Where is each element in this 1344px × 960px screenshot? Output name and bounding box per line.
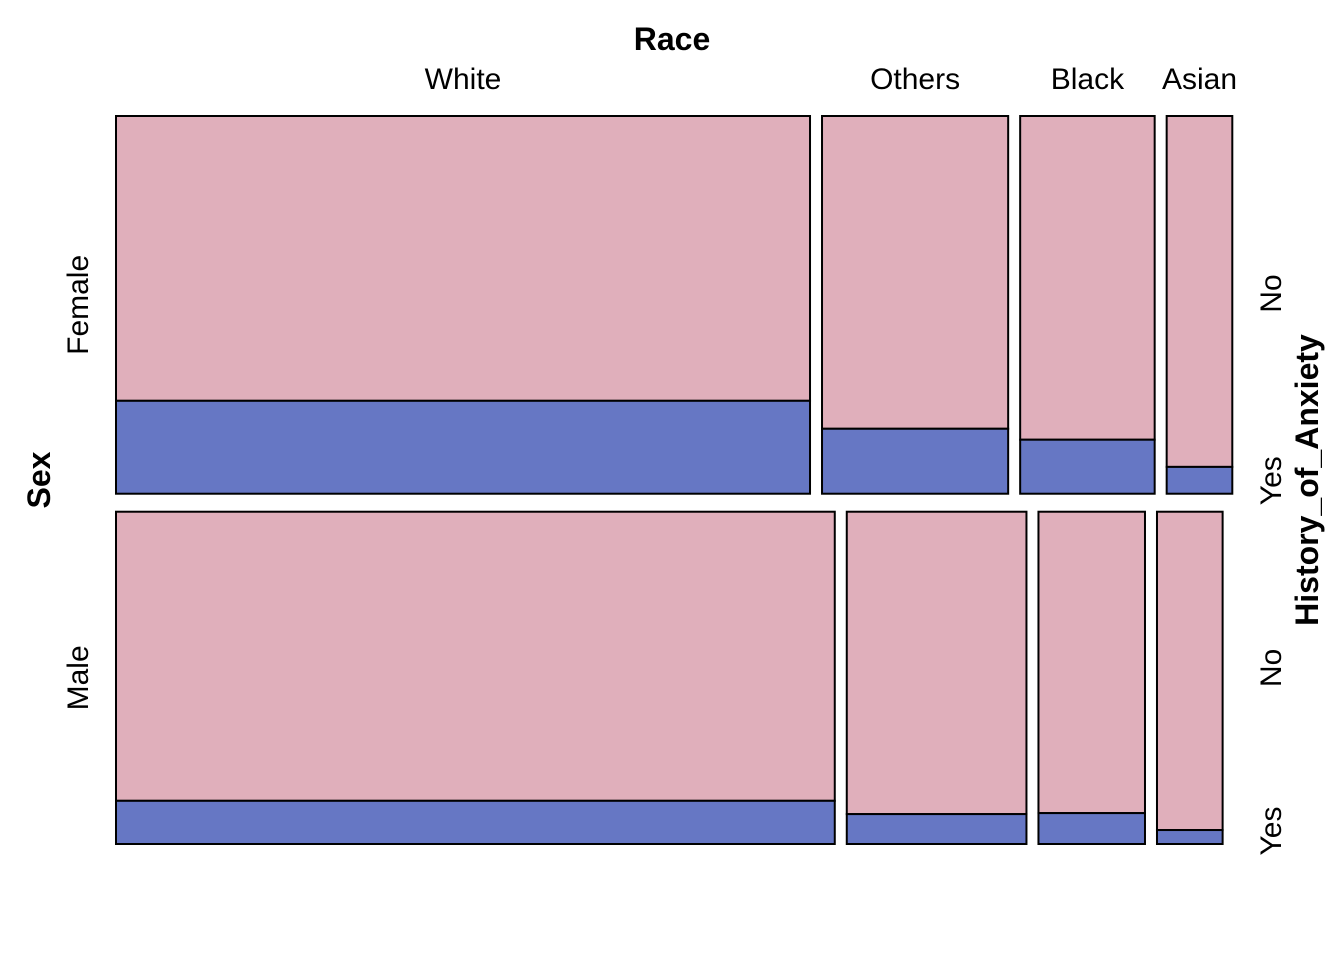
y-tick-labels: Female Male [62, 255, 95, 711]
tile-male-others-no [845, 510, 1028, 816]
z-tick-labels: No Yes No Yes [1255, 274, 1288, 855]
z-tick-label-male-yes: Yes [1255, 807, 1288, 856]
tile-female-asian-yes [1165, 465, 1234, 495]
x-tick-label-black: Black [1051, 63, 1125, 96]
x-tick-label-white: White [425, 63, 502, 96]
tile-female-asian-no [1165, 115, 1234, 468]
z-tick-label-male-no: No [1255, 649, 1288, 687]
y-tick-label-male: Male [62, 645, 95, 710]
tile-female-white-yes [115, 399, 812, 495]
tile-male-white-yes [115, 799, 836, 845]
tile-female-black-yes [1019, 438, 1156, 495]
tile-male-black-yes [1037, 812, 1146, 846]
z-axis-title: History_of_Anxiety [1289, 334, 1325, 626]
y-axis-title: Sex [21, 451, 57, 508]
mosaic-tiles [115, 115, 1234, 846]
tile-male-black-no [1037, 510, 1146, 815]
tile-male-others-yes [845, 813, 1028, 845]
tile-male-white-no [115, 510, 836, 802]
tile-male-asian-yes [1155, 829, 1224, 846]
y-tick-label-female: Female [62, 255, 95, 355]
x-axis-title: Race [634, 21, 711, 57]
x-tick-label-asian: Asian [1162, 63, 1237, 96]
tile-female-others-no [821, 115, 1010, 430]
tile-male-asian-no [1155, 510, 1224, 832]
z-tick-label-female-yes: Yes [1255, 456, 1288, 505]
tile-female-others-yes [821, 427, 1010, 495]
x-tick-labels: White Others Black Asian [425, 63, 1237, 96]
z-tick-label-female-no: No [1255, 274, 1288, 312]
x-tick-label-others: Others [870, 63, 960, 96]
tile-female-white-no [115, 115, 812, 402]
tile-female-black-no [1019, 115, 1156, 441]
